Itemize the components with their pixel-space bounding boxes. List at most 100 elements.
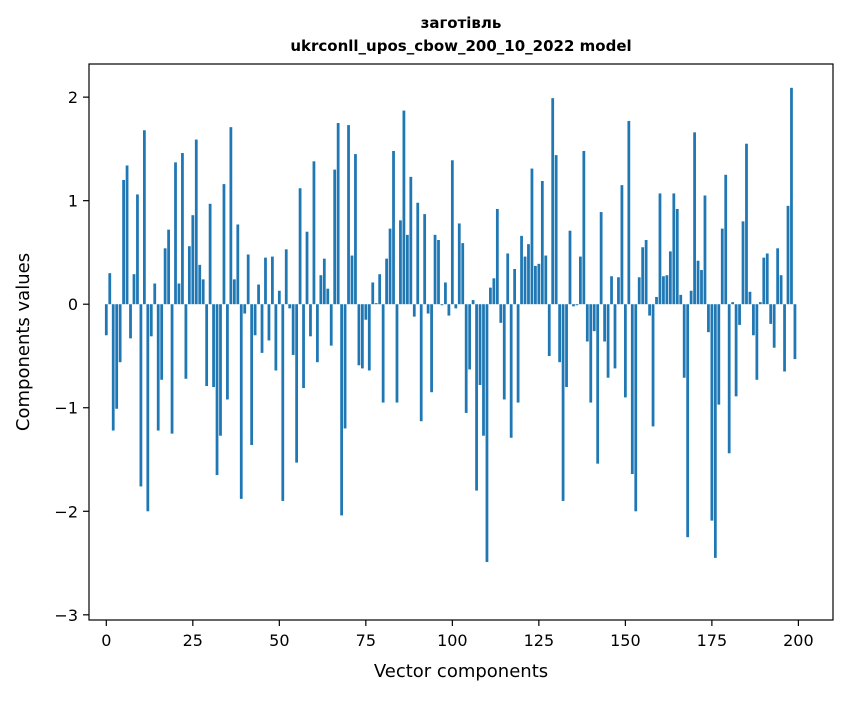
bar: [191, 215, 195, 305]
bar: [381, 304, 385, 403]
bar: [679, 294, 683, 305]
bar: [634, 304, 638, 512]
bar: [444, 282, 447, 305]
bar: [655, 296, 658, 305]
bar: [734, 304, 738, 397]
bar: [385, 258, 388, 305]
bar: [513, 269, 517, 305]
bar: [696, 260, 700, 305]
bar: [755, 304, 759, 380]
bar: [350, 255, 354, 305]
bar: [309, 304, 312, 337]
bar: [357, 304, 361, 366]
bar: [156, 304, 160, 431]
bar: [707, 304, 710, 333]
bar: [298, 188, 302, 305]
bar: [419, 304, 423, 422]
bar: [617, 277, 620, 305]
bar: [146, 304, 150, 512]
bar: [305, 231, 309, 305]
bar: [471, 300, 475, 305]
bar: [758, 302, 762, 305]
bar: [495, 208, 499, 305]
bar: [464, 304, 468, 413]
bar: [288, 304, 292, 309]
bar: [790, 87, 793, 305]
bar: [181, 153, 184, 305]
bar: [440, 304, 444, 306]
bar: [620, 185, 624, 305]
bar: [537, 263, 541, 305]
bar: [724, 174, 728, 305]
bar: [395, 304, 399, 403]
bar: [260, 304, 264, 353]
bar: [104, 304, 108, 336]
bar: [668, 251, 672, 305]
bar: [347, 125, 350, 305]
bar: [409, 176, 413, 305]
bar: [302, 304, 305, 389]
bar: [322, 258, 326, 305]
bar: [637, 277, 641, 305]
bar: [776, 248, 780, 305]
bar: [364, 304, 368, 320]
bar: [665, 275, 669, 305]
bar: [340, 304, 343, 516]
bar: [295, 304, 299, 463]
bar: [720, 228, 724, 305]
bar: [412, 304, 416, 317]
bar: [502, 304, 506, 400]
bar: [139, 304, 143, 487]
bar: [388, 228, 392, 305]
bar: [319, 275, 323, 305]
bar: [672, 193, 676, 305]
bar: [641, 247, 645, 305]
bar: [405, 234, 409, 305]
bar: [167, 229, 170, 305]
bar: [561, 304, 565, 501]
bar: [163, 248, 167, 305]
bar: [682, 304, 686, 378]
bar: [246, 254, 250, 305]
bar: [693, 132, 696, 305]
bar: [613, 304, 617, 369]
chart-title-line-1: заготівль: [421, 14, 502, 32]
bar: [250, 304, 254, 446]
bar: [585, 304, 589, 342]
bar: [527, 244, 530, 305]
x-tick-label: 75: [356, 631, 376, 650]
bar: [658, 193, 662, 305]
bar: [599, 212, 603, 305]
bar: [326, 288, 330, 305]
bar: [174, 162, 177, 305]
bar: [219, 304, 222, 436]
bar: [232, 279, 236, 305]
bar: [378, 274, 382, 305]
bar: [399, 220, 402, 305]
bar: [267, 304, 271, 341]
bar: [222, 184, 226, 305]
bar: [769, 304, 773, 324]
bar: [236, 224, 240, 305]
bar: [153, 283, 157, 305]
bar: [312, 161, 316, 305]
bar: [129, 304, 132, 339]
bar: [284, 249, 288, 305]
bar: [662, 276, 665, 305]
bar: [738, 304, 741, 325]
bar: [485, 304, 489, 563]
y-tick-label: −2: [54, 502, 78, 521]
bar: [506, 253, 510, 305]
bar: [558, 304, 562, 363]
bar: [122, 179, 125, 305]
bar: [534, 265, 537, 305]
bar: [540, 181, 544, 305]
bar: [118, 304, 122, 363]
x-tick-label: 0: [101, 631, 111, 650]
bar: [762, 257, 766, 305]
bar: [253, 304, 257, 336]
x-tick-label: 50: [269, 631, 289, 650]
bar: [686, 304, 690, 538]
bar: [142, 130, 146, 305]
bar: [489, 287, 492, 305]
